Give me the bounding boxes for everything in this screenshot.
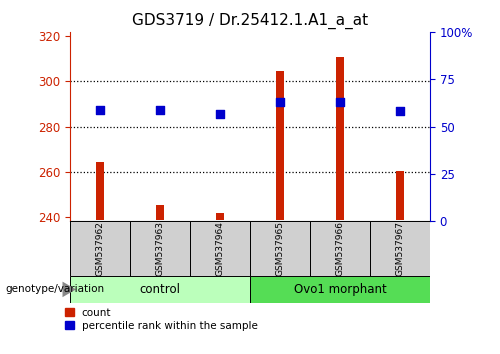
Bar [190,221,250,276]
Text: GSM537962: GSM537962 [96,221,104,276]
Text: GSM537966: GSM537966 [336,221,344,276]
Text: GSM537964: GSM537964 [216,221,224,276]
Point [216,111,224,117]
Text: control: control [140,283,180,296]
Bar [216,213,224,220]
Text: GSM537963: GSM537963 [156,221,164,276]
Bar [310,221,370,276]
Point [396,108,404,114]
Bar [70,276,250,303]
Point [276,99,284,104]
Bar [250,221,310,276]
Point [336,99,344,104]
Bar [250,276,430,303]
Bar [396,171,404,220]
Title: GDS3719 / Dr.25412.1.A1_a_at: GDS3719 / Dr.25412.1.A1_a_at [132,13,368,29]
Text: genotype/variation: genotype/variation [5,284,104,295]
Bar [96,161,103,220]
Bar [130,221,190,276]
Bar [156,205,164,220]
Text: GSM537965: GSM537965 [276,221,284,276]
Point [156,107,164,113]
Text: GSM537967: GSM537967 [396,221,404,276]
Bar [370,221,430,276]
Point [96,107,104,113]
Text: Ovo1 morphant: Ovo1 morphant [294,283,386,296]
Bar [70,221,130,276]
Legend: count, percentile rank within the sample: count, percentile rank within the sample [65,308,258,331]
Bar [276,71,283,220]
Bar [336,57,344,220]
